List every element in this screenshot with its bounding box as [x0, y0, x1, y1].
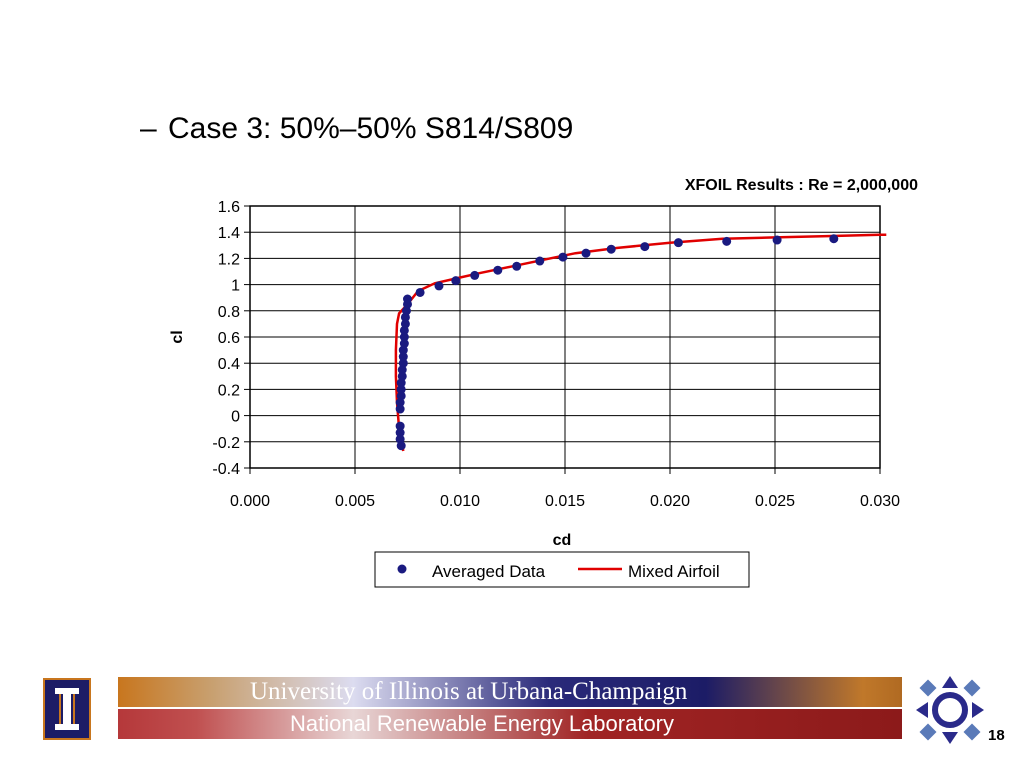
y-tick-label: -0.2 — [212, 435, 240, 452]
data-point-averaged — [470, 270, 480, 280]
y-tick-label: 1 — [231, 278, 240, 295]
y-tick-label: 1.2 — [218, 251, 240, 268]
lab-name: National Renewable Energy Laboratory — [290, 711, 675, 736]
y-tick-label: 0 — [231, 409, 240, 426]
x-tick-label: 0.000 — [230, 493, 270, 510]
y-tick-label: 1.4 — [218, 225, 240, 242]
bullet-dash: – — [140, 112, 157, 145]
banner-university: University of Illinois at Urbana-Champai… — [118, 677, 902, 708]
y-tick-label: 0.4 — [218, 356, 240, 373]
legend-label-averaged: Averaged Data — [432, 562, 546, 581]
y-tick-label: 0.8 — [218, 304, 240, 321]
x-tick-label: 0.030 — [860, 493, 900, 510]
data-point-averaged — [399, 339, 409, 349]
x-tick-label: 0.005 — [335, 493, 375, 510]
y-tick-label: 1.6 — [218, 199, 240, 216]
banner: University of Illinois at Urbana-Champai… — [118, 677, 902, 739]
data-point-averaged — [606, 244, 616, 254]
data-point-averaged — [722, 236, 732, 246]
data-point-averaged — [829, 234, 839, 244]
data-point-averaged — [493, 265, 503, 275]
data-point-averaged — [395, 421, 405, 431]
data-point-averaged — [395, 434, 405, 444]
data-point-averaged — [415, 287, 425, 297]
y-tick-label: -0.4 — [212, 461, 240, 478]
data-point-averaged — [673, 238, 683, 248]
x-tick-label: 0.015 — [545, 493, 585, 510]
x-tick-label: 0.020 — [650, 493, 690, 510]
data-point-averaged — [399, 332, 409, 342]
data-point-averaged — [581, 248, 591, 258]
y-axis-label: cl — [169, 330, 186, 343]
legend-marker-averaged — [397, 564, 407, 574]
x-axis-label: cd — [553, 532, 572, 549]
data-point-averaged — [535, 256, 545, 266]
legend-label-mixed: Mixed Airfoil — [628, 562, 720, 581]
page-number: 18 — [988, 727, 1005, 744]
data-point-averaged — [558, 252, 568, 262]
data-point-averaged — [395, 404, 405, 414]
legend-box — [374, 551, 750, 588]
nrel-crest-icon — [914, 674, 986, 746]
xfoil-chart: 1.6 1.4 1.2 1 0.8 0.6 0.4 0.2 0 -0.2 -0.4 0.000 0.00… — [169, 177, 918, 588]
slide-bullet: – Case 3: 50%–50% S814/S809 — [140, 112, 573, 146]
data-point-averaged — [451, 276, 461, 286]
data-point-averaged — [403, 294, 412, 304]
data-point-averaged — [434, 281, 444, 291]
y-tick-label: 0.6 — [218, 330, 240, 347]
data-point-averaged — [512, 261, 522, 271]
banner-divider — [118, 707, 902, 709]
bullet-text: Case 3: 50%–50% S814/S809 — [168, 112, 574, 145]
data-point-averaged — [397, 371, 407, 381]
data-point-averaged — [395, 428, 405, 438]
y-tick-label: 0.2 — [218, 382, 240, 399]
data-point-averaged — [772, 235, 782, 245]
data-point-averaged — [398, 358, 408, 368]
data-point-averaged — [400, 319, 410, 329]
data-point-averaged — [396, 391, 406, 401]
illinois-block-i-icon — [43, 678, 91, 740]
chart-title: XFOIL Results : Re = 2,000,000 — [685, 177, 918, 194]
x-tick-label: 0.025 — [755, 493, 795, 510]
data-point-averaged — [398, 352, 408, 362]
data-point-averaged — [640, 242, 650, 252]
university-name: University of Illinois at Urbana-Champai… — [250, 678, 688, 705]
x-tick-label: 0.010 — [440, 493, 480, 510]
series-line-mixed-airfoil — [394, 233, 887, 452]
banner-lab: National Renewable Energy Laboratory — [118, 708, 902, 739]
data-point-averaged — [396, 384, 406, 394]
